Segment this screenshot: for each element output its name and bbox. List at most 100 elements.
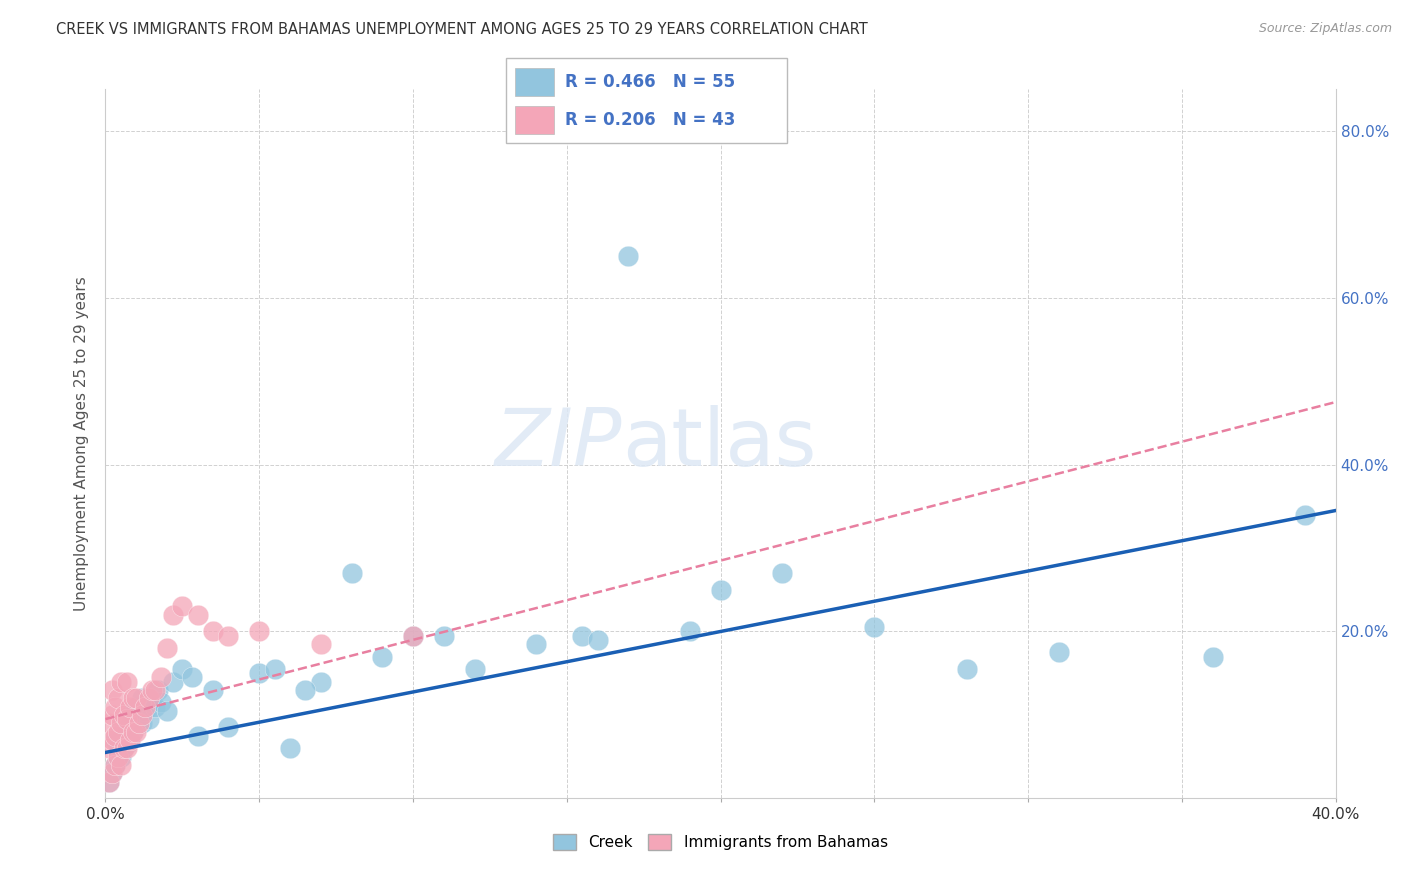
Point [115,737,138,751]
Point [278,741,301,756]
Point [100,766,122,780]
Point [433,629,456,643]
Text: R = 0.466   N = 55: R = 0.466 N = 55 [565,73,735,91]
FancyBboxPatch shape [515,68,554,96]
Point [107,691,129,706]
Point [107,724,129,739]
Point [104,729,127,743]
Point [131,716,153,731]
Point [110,716,132,731]
Text: ZIP: ZIP [495,405,621,483]
Point [172,599,194,614]
Point [340,566,363,580]
Point [141,682,163,697]
Point [371,649,394,664]
Point [104,758,127,772]
Point [402,629,425,643]
Point [97,716,120,731]
Point [107,749,129,764]
Point [97,774,120,789]
Point [128,707,150,722]
Point [524,637,547,651]
Point [710,582,733,597]
Point [156,641,179,656]
Point [202,682,225,697]
Point [187,607,209,622]
Point [309,637,332,651]
Point [143,699,166,714]
Point [125,699,148,714]
Point [162,674,184,689]
Point [187,729,209,743]
Point [97,741,120,756]
Point [110,721,132,735]
Point [120,733,141,747]
FancyBboxPatch shape [515,106,554,134]
Point [402,629,425,643]
Point [112,707,135,722]
Point [104,699,127,714]
Text: R = 0.206   N = 43: R = 0.206 N = 43 [565,112,735,129]
Point [125,724,148,739]
Point [122,724,145,739]
Point [863,620,886,634]
Point [128,716,150,731]
Point [1047,645,1070,659]
Point [247,666,270,681]
Point [97,774,120,789]
Point [149,670,172,684]
Point [125,716,148,731]
Point [1294,508,1316,522]
Point [115,674,138,689]
Point [1201,649,1223,664]
Point [162,607,184,622]
FancyBboxPatch shape [506,58,787,143]
Point [110,674,132,689]
Point [104,758,127,772]
Point [218,629,240,643]
Point [156,704,179,718]
Point [122,724,145,739]
Point [146,682,169,697]
Y-axis label: Unemployment Among Ages 25 to 29 years: Unemployment Among Ages 25 to 29 years [75,277,90,611]
Point [110,749,132,764]
Point [131,707,153,722]
Point [309,674,332,689]
Point [202,624,225,639]
Text: Source: ZipAtlas.com: Source: ZipAtlas.com [1258,22,1392,36]
Point [122,691,145,706]
Point [100,682,122,697]
Point [172,662,194,676]
Point [134,699,156,714]
Point [131,691,153,706]
Point [120,733,141,747]
Point [679,624,702,639]
Point [104,733,127,747]
Point [115,712,138,726]
Point [112,741,135,756]
Point [115,716,138,731]
Point [571,629,593,643]
Point [956,662,979,676]
Point [107,749,129,764]
Point [110,758,132,772]
Point [586,632,609,647]
Point [138,712,160,726]
Point [180,670,202,684]
Point [112,741,135,756]
Point [100,707,122,722]
Point [247,624,270,639]
Point [149,695,172,709]
Point [125,691,148,706]
Point [141,695,163,709]
Point [100,733,122,747]
Legend: Creek, Immigrants from Bahamas: Creek, Immigrants from Bahamas [546,827,896,858]
Text: CREEK VS IMMIGRANTS FROM BAHAMAS UNEMPLOYMENT AMONG AGES 25 TO 29 YEARS CORRELAT: CREEK VS IMMIGRANTS FROM BAHAMAS UNEMPLO… [56,22,868,37]
Point [294,682,316,697]
Point [138,691,160,706]
Text: atlas: atlas [621,405,817,483]
Point [120,699,141,714]
Point [464,662,486,676]
Point [617,249,640,263]
Point [115,741,138,756]
